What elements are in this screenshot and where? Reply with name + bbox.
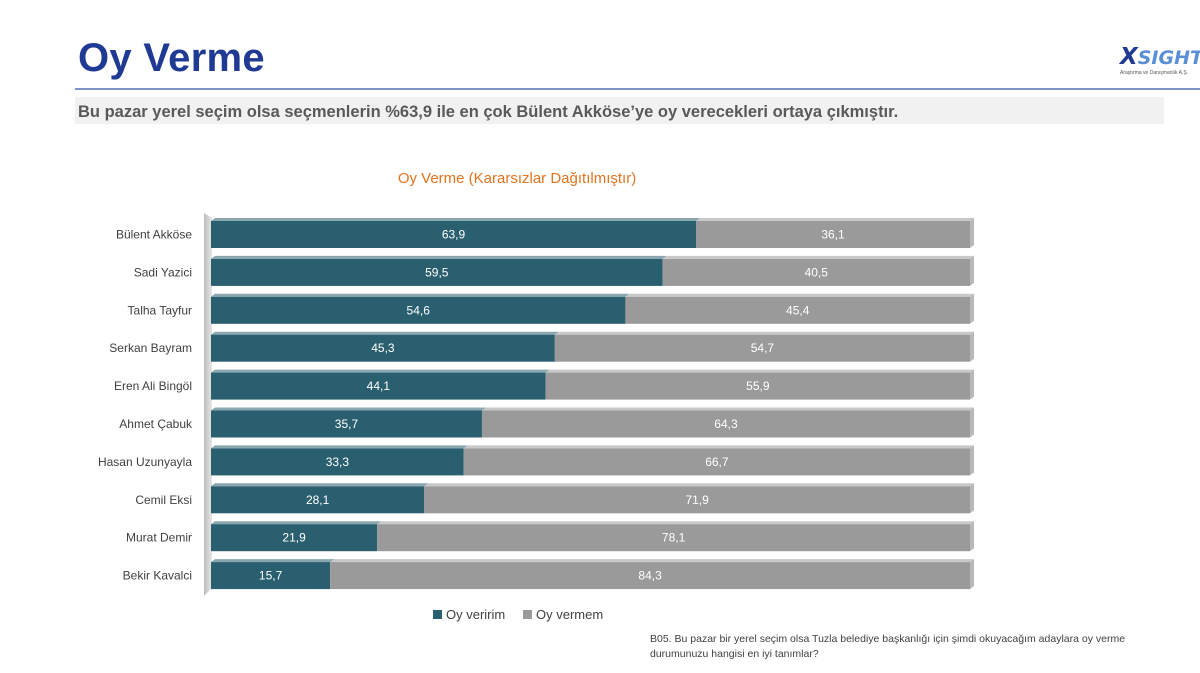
bar-top-face — [211, 407, 486, 411]
category-label: Eren Ali Bingöl — [114, 379, 192, 393]
chart-title: Oy Verme (Kararsızlar Dağıtılmıştır) — [398, 170, 636, 187]
category-label: Serkan Bayram — [109, 341, 192, 355]
data-label: 28,1 — [306, 493, 330, 507]
data-label: 59,5 — [425, 265, 449, 279]
category-label: Hasan Uzunyayla — [98, 455, 192, 469]
bar-top-face — [377, 521, 974, 525]
bar-top-face — [554, 331, 974, 335]
bar-side-face — [970, 331, 974, 362]
question-footnote: B05. Bu pazar bir yerel seçim olsa Tuzla… — [650, 633, 1126, 660]
category-label: Ahmet Çabuk — [119, 417, 193, 431]
bar-segment — [377, 524, 970, 552]
data-label: 71,9 — [685, 493, 709, 507]
bar-side-face — [970, 559, 974, 590]
bar-segment — [211, 296, 626, 324]
data-label: 45,4 — [786, 303, 810, 317]
bar-segment — [424, 486, 970, 514]
bar-segment — [662, 258, 970, 286]
bar-side-face — [970, 445, 974, 476]
data-label: 64,3 — [714, 417, 738, 431]
bar-segment — [463, 448, 970, 476]
bar-segment — [211, 448, 464, 476]
bar-side-face — [970, 521, 974, 552]
headline-finding: Bu pazar yerel seçim olsa seçmenlerin %6… — [78, 103, 899, 121]
bar-segment — [211, 410, 482, 438]
logo-tagline: Araştırma ve Danışmanlık A.Ş. — [1120, 70, 1189, 76]
bar-segment — [211, 562, 331, 590]
data-label: 33,3 — [326, 455, 350, 469]
bar-top-face — [211, 369, 550, 373]
bar-side-face — [970, 483, 974, 514]
logo-name: SIGHTS — [1137, 47, 1200, 69]
bar-side-face — [970, 255, 974, 286]
title-divider — [75, 88, 1200, 90]
bar-segment — [554, 334, 970, 362]
legend-swatch — [433, 610, 442, 619]
bar-segment — [625, 296, 970, 324]
data-label: 84,3 — [638, 569, 662, 583]
category-label: Bülent Akköse — [116, 228, 192, 242]
bar-top-face — [481, 407, 974, 411]
bar-top-face — [211, 559, 335, 563]
data-label: 55,9 — [746, 379, 770, 393]
bar-segment — [481, 410, 970, 438]
bar-top-face — [463, 445, 974, 449]
data-label: 66,7 — [705, 455, 729, 469]
bar-segment — [330, 562, 971, 590]
data-label: 35,7 — [335, 417, 359, 431]
stacked-bar-chart: Oy Verme (Kararsızlar Dağıtılmıştır) Bül… — [98, 170, 975, 622]
chart-back-wall — [204, 213, 212, 596]
data-label: 36,1 — [821, 228, 845, 242]
data-label: 15,7 — [259, 569, 283, 583]
bar-top-face — [330, 559, 975, 563]
data-label: 44,1 — [367, 379, 391, 393]
data-label: 63,9 — [442, 228, 466, 242]
bar-segment — [211, 372, 546, 400]
bar-top-face — [211, 293, 630, 297]
data-label: 54,6 — [407, 303, 431, 317]
legend-label: Oy vermem — [536, 607, 603, 622]
subtitle-banner — [75, 97, 1164, 124]
bar-segment — [545, 372, 970, 400]
bar-top-face — [211, 218, 701, 221]
logo-mark: X — [1120, 44, 1138, 70]
category-label: Talha Tayfur — [128, 303, 192, 317]
bar-segment — [211, 334, 555, 362]
bar-top-face — [424, 483, 974, 487]
bar-top-face — [625, 293, 974, 297]
data-label: 40,5 — [805, 265, 829, 279]
page-title: Oy Verme — [78, 36, 265, 80]
bar-top-face — [662, 255, 974, 259]
data-label: 78,1 — [662, 531, 686, 545]
bar-top-face — [211, 255, 667, 259]
logo-wordmark: XSIGHTS — [1120, 44, 1200, 70]
bar-side-face — [970, 407, 974, 438]
legend-swatch — [523, 610, 532, 619]
data-label: 54,7 — [751, 341, 775, 355]
bar-segment — [696, 221, 970, 248]
category-label: Cemil Eksi — [135, 493, 192, 507]
legend-label: Oy veririm — [446, 607, 505, 622]
bar-top-face — [211, 521, 382, 525]
bar-top-face — [211, 445, 468, 449]
category-label: Sadi Yazici — [134, 265, 192, 279]
bar-segment — [211, 258, 663, 286]
bar-top-face — [211, 483, 429, 487]
legend: Oy veririm Oy vermem — [433, 607, 603, 622]
category-label: Bekir Kavalci — [123, 569, 192, 583]
data-label: 21,9 — [282, 531, 306, 545]
bar-segment — [211, 486, 425, 514]
category-label: Murat Demir — [126, 531, 192, 545]
bar-segment — [211, 221, 697, 248]
bar-segment — [211, 524, 378, 552]
bars-group: Bülent Akköse 63,9 36,1 Sadi Yazici 59,5 40,5… — [98, 218, 975, 590]
bar-top-face — [211, 331, 559, 335]
bar-side-face — [970, 218, 974, 248]
bar-side-face — [970, 369, 974, 400]
bar-top-face — [696, 218, 974, 221]
bar-side-face — [970, 293, 974, 324]
bar-top-face — [545, 369, 974, 373]
data-label: 45,3 — [371, 341, 395, 355]
xsights-logo: XSIGHTS Araştırma ve Danışmanlık A.Ş. — [1120, 44, 1200, 86]
